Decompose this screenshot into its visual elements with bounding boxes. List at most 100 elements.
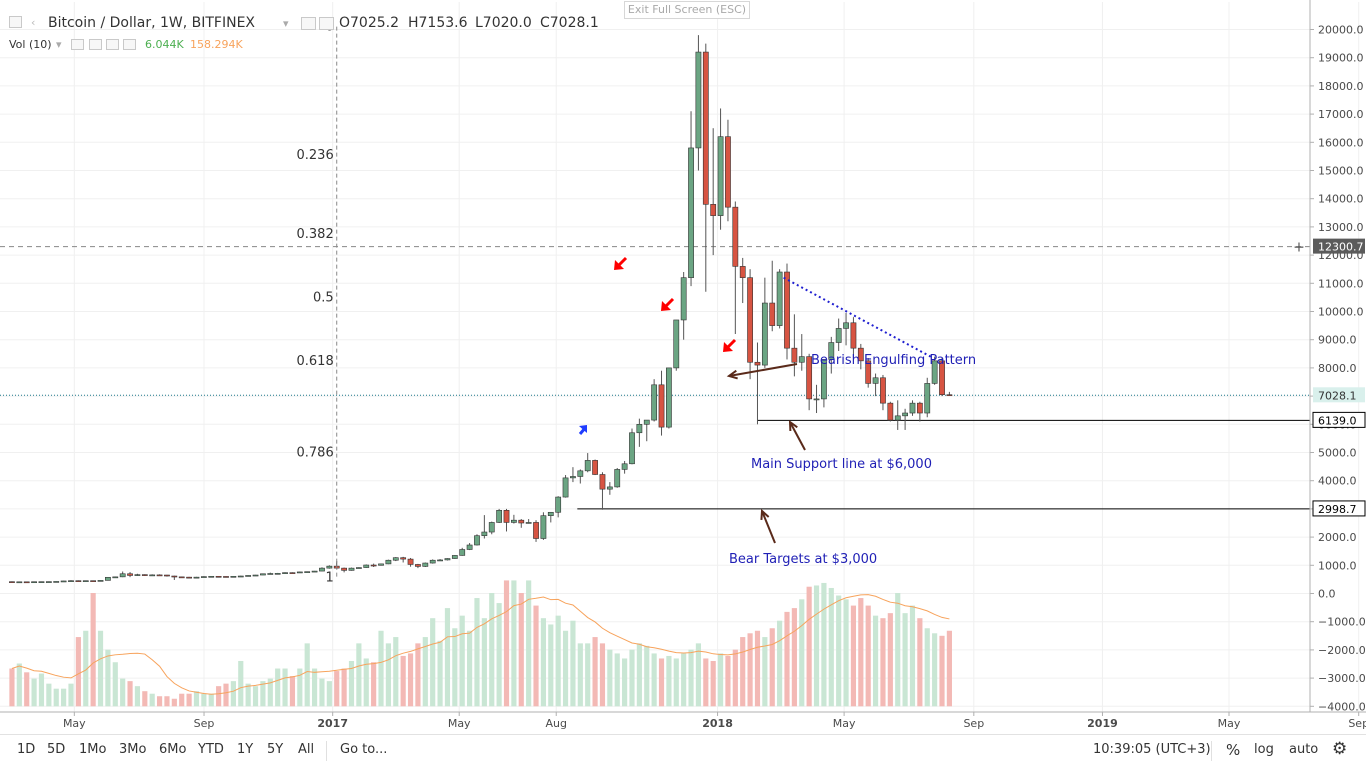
candle-body — [444, 558, 451, 561]
volume-bar — [385, 643, 391, 707]
fib-level-label: 0.382 — [297, 227, 334, 242]
volume-bar — [695, 643, 702, 707]
indicator-dropdown-icon[interactable]: ▾ — [56, 38, 62, 51]
candle-body — [614, 469, 621, 488]
range-5y-button[interactable]: 5Y — [267, 742, 284, 757]
candle-body — [200, 576, 207, 578]
candle-body — [916, 402, 923, 414]
volume-bar — [791, 608, 797, 707]
candle-body — [105, 576, 111, 581]
exit-fullscreen-button[interactable]: Exit Full Screen (ESC) — [624, 1, 750, 19]
range-5d-button[interactable]: 5D — [47, 742, 66, 757]
volume-bar — [806, 586, 812, 707]
candle-body — [511, 519, 517, 523]
y-axis: 20000.0 19000.0 18000.0 17000.0 16000.0 15000… — [1309, 0, 1366, 713]
candle-body — [53, 581, 60, 583]
settings-icon[interactable] — [89, 39, 102, 50]
x-tick-label: Sep — [1348, 717, 1366, 730]
add-icon[interactable] — [106, 39, 119, 50]
range-ytd-button[interactable]: YTD — [198, 742, 224, 757]
y-tick-label: 10000.0 — [1318, 306, 1364, 319]
candle-body — [577, 470, 584, 477]
auto-scale-button[interactable]: auto — [1289, 742, 1319, 757]
candle-body — [378, 563, 384, 566]
volume-bar — [252, 686, 259, 707]
blue-arrow-head — [579, 425, 587, 433]
y-tick-label: 16000.0 — [1318, 136, 1364, 149]
y-tick-label: 9000.0 — [1318, 334, 1357, 347]
volume-bar — [939, 635, 945, 707]
volume-bar — [260, 681, 266, 707]
candle-body — [355, 567, 362, 569]
collapse-icon[interactable] — [9, 16, 22, 28]
candle-body — [429, 559, 436, 564]
volume-indicator-title[interactable]: Vol (10) — [9, 38, 52, 51]
range-all-button[interactable]: All — [298, 742, 315, 757]
close-icon[interactable] — [123, 39, 136, 50]
brown-arrow-target — [761, 510, 776, 544]
y-tick-label: −3000.0 — [1318, 672, 1366, 685]
support-price-tag-border — [1312, 411, 1366, 428]
candle-body — [880, 377, 886, 404]
fib-level-label: 0.236 — [297, 148, 334, 163]
log-scale-button[interactable]: log — [1254, 742, 1274, 757]
settings-gear-icon[interactable]: ⚙ — [1332, 739, 1348, 759]
current-price-tag: 7028.1 — [1318, 389, 1357, 402]
candle-body — [415, 564, 421, 567]
volume-bar — [533, 605, 539, 707]
settings-icon[interactable] — [319, 17, 334, 30]
volume-bar — [24, 672, 30, 707]
volume-bars — [9, 580, 952, 707]
volume-bar — [223, 683, 229, 707]
volume-bar — [238, 660, 244, 707]
eye-icon[interactable] — [71, 39, 84, 50]
candle-body — [370, 564, 377, 567]
candle-body — [695, 51, 702, 149]
volume-bar — [681, 653, 687, 707]
range-1y-button[interactable]: 1Y — [237, 742, 254, 757]
range-1d-button[interactable]: 1D — [17, 742, 36, 757]
volume-bar — [858, 598, 864, 707]
brown-arrow-target-head — [760, 508, 770, 521]
volume-bar — [784, 611, 790, 707]
percent-scale-button[interactable]: % — [1226, 741, 1241, 759]
volume-bar — [371, 662, 377, 707]
candle-body — [673, 319, 680, 369]
volume-bar — [363, 658, 369, 707]
volume-bar — [90, 593, 96, 707]
candle-body — [518, 519, 525, 524]
volume-bar — [762, 637, 768, 707]
volume-bar — [459, 615, 465, 707]
candle-body — [230, 575, 237, 578]
settings-icon[interactable] — [301, 17, 316, 30]
y-tick-label: 2000.0 — [1318, 531, 1357, 544]
candle-body — [909, 402, 916, 414]
symbol-title[interactable]: Bitcoin / Dollar, 1W, BITFINEX — [48, 15, 256, 31]
candle-body — [887, 402, 894, 421]
candle-body — [392, 557, 399, 561]
drawings: + — [578, 240, 1305, 544]
range-1mo-button[interactable]: 1Mo — [79, 742, 107, 757]
candle-body — [525, 522, 532, 524]
goto-button[interactable]: Go to... — [340, 742, 388, 757]
volume-bar — [415, 643, 421, 707]
volume-bar — [319, 678, 325, 707]
y-tick-label: −2000.0 — [1318, 644, 1366, 657]
fib-level-label: 1 — [325, 571, 333, 586]
volume-bar — [489, 593, 495, 707]
symbol-dropdown-icon[interactable]: ▾ — [283, 17, 289, 30]
candle-body — [16, 581, 23, 584]
collapse-arrow-icon[interactable]: ‹ — [31, 16, 36, 29]
candle-body — [178, 576, 185, 579]
candle-body — [289, 572, 296, 574]
descending-trendline — [783, 276, 932, 358]
range-6mo-button[interactable]: 6Mo — [159, 742, 187, 757]
volume-bar — [673, 658, 679, 707]
range-3mo-button[interactable]: 3Mo — [119, 742, 147, 757]
candle-body — [732, 206, 739, 267]
red-arrow-2-head — [661, 301, 671, 311]
volume-bar — [105, 649, 111, 707]
candle-body — [533, 522, 539, 539]
candle-body — [23, 581, 30, 584]
